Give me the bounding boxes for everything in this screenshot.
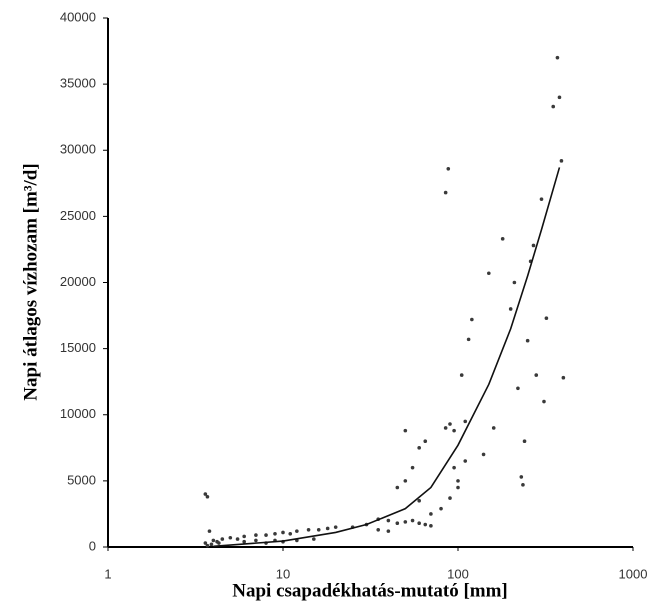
point [242, 534, 246, 539]
point [429, 512, 433, 516]
point [519, 475, 524, 479]
point [207, 529, 212, 533]
point [417, 446, 421, 450]
y-tick-label: 35000 [60, 76, 96, 91]
point [423, 522, 428, 527]
point [410, 465, 415, 470]
point [254, 538, 258, 543]
point [542, 399, 546, 404]
x-tick-label: 1000 [619, 566, 648, 581]
y-tick-label: 40000 [60, 9, 96, 24]
point [217, 541, 221, 545]
point [439, 506, 443, 511]
point [254, 533, 258, 537]
x-tick-label: 10 [276, 566, 290, 581]
point [417, 498, 421, 503]
point [521, 483, 525, 487]
point [463, 459, 468, 463]
point [209, 542, 214, 547]
point [288, 531, 293, 536]
y-axis-title: Napi átlagos vízhozam [m³/d] [20, 163, 41, 400]
point [316, 528, 321, 532]
y-tick-label: 15000 [60, 340, 96, 355]
point [443, 190, 448, 195]
point [333, 525, 338, 529]
point [555, 55, 560, 60]
point [456, 479, 460, 483]
fit-curve [213, 167, 561, 548]
y-tick-label: 0 [89, 538, 96, 553]
y-tick-label: 10000 [60, 406, 96, 421]
point [395, 485, 400, 490]
point [403, 520, 408, 524]
point [220, 537, 225, 541]
point [446, 166, 451, 171]
point [551, 104, 556, 109]
point [295, 529, 299, 533]
point [525, 338, 530, 343]
y-tick-label: 20000 [60, 274, 96, 289]
point [429, 524, 433, 528]
point [481, 452, 486, 457]
point [544, 316, 549, 321]
point [491, 426, 496, 430]
point [557, 95, 562, 100]
point [534, 373, 539, 377]
x-tick-label: 100 [447, 566, 469, 581]
point [456, 485, 460, 490]
point [306, 528, 311, 532]
point [452, 465, 456, 470]
point [539, 197, 544, 201]
y-tick-label: 25000 [60, 208, 96, 223]
point [470, 317, 474, 322]
point [410, 518, 415, 523]
point [500, 237, 505, 241]
point [522, 439, 527, 444]
point [459, 373, 464, 377]
point [386, 518, 391, 523]
point [281, 530, 285, 535]
point [211, 538, 216, 543]
point [205, 494, 210, 499]
point [264, 533, 268, 537]
y-tick-label: 5000 [67, 472, 96, 487]
point [487, 271, 491, 276]
point [312, 537, 316, 541]
point [242, 539, 246, 544]
point [376, 528, 381, 532]
point [417, 521, 421, 525]
point [452, 428, 456, 433]
point [463, 419, 468, 424]
point [325, 526, 330, 531]
point [403, 479, 408, 483]
point [386, 529, 391, 533]
point [448, 496, 452, 500]
point [531, 243, 536, 248]
point [466, 337, 471, 342]
point [559, 159, 564, 163]
point [443, 426, 448, 430]
point [403, 428, 408, 433]
point [395, 521, 400, 525]
point [235, 537, 240, 541]
point [516, 386, 520, 391]
point [448, 422, 452, 426]
x-axis-title: Napi csapadékhatás-mutató [mm] [232, 580, 508, 601]
point [512, 280, 517, 285]
x-tick-label: 1 [104, 566, 111, 581]
point [423, 439, 428, 444]
point [273, 531, 277, 536]
point [203, 492, 208, 496]
point [205, 543, 210, 548]
point [203, 541, 208, 545]
point [228, 535, 233, 540]
point [561, 375, 566, 380]
y-tick-label: 30000 [60, 142, 96, 157]
point [508, 307, 513, 311]
